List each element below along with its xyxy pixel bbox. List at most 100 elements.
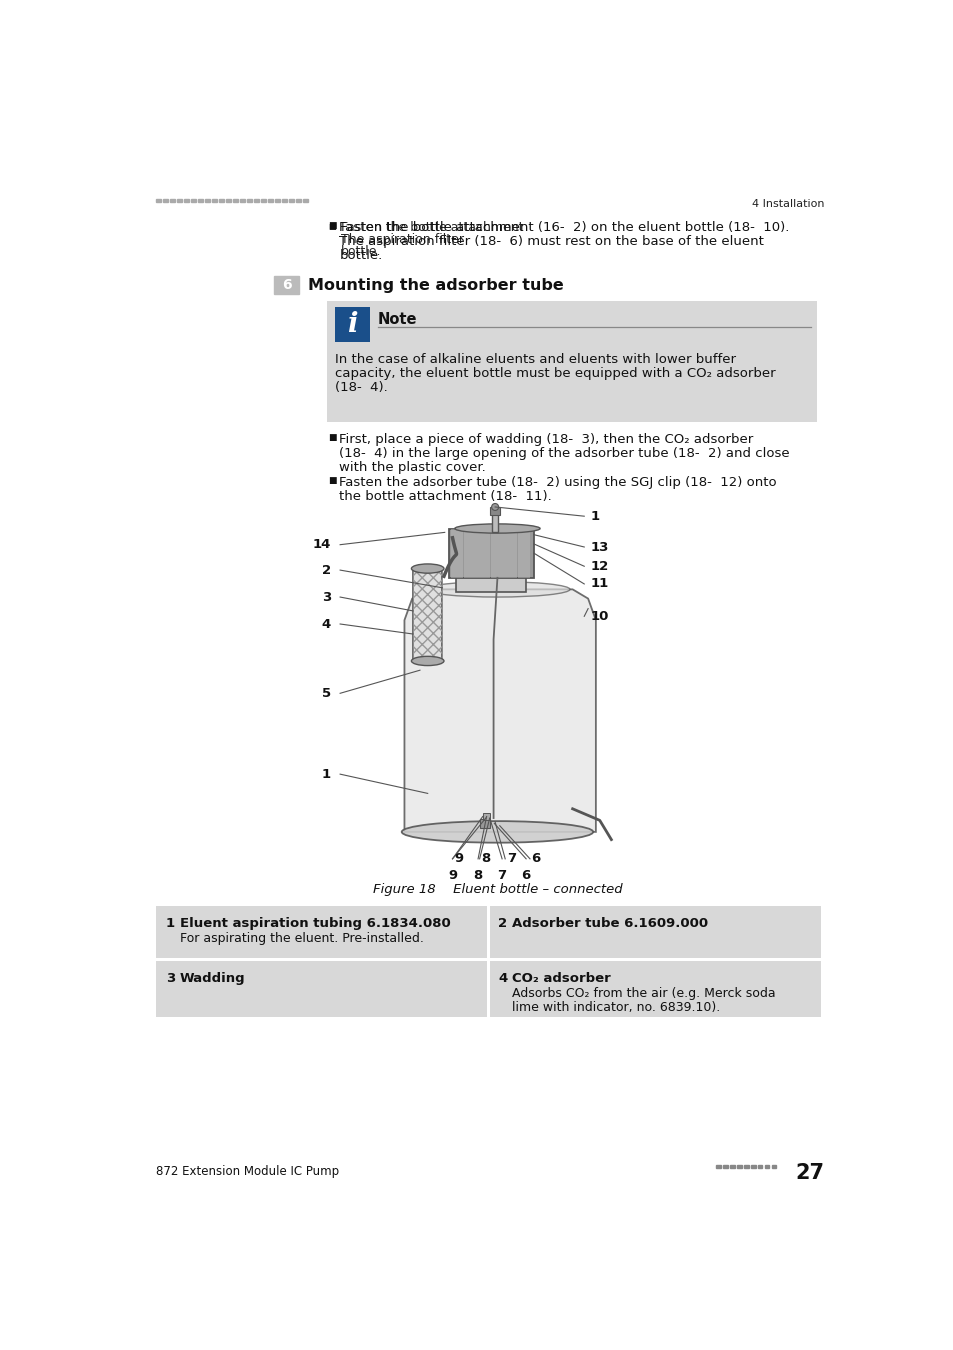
Text: i: i	[347, 310, 357, 338]
Bar	[233, 198, 237, 202]
Text: Note: Note	[377, 312, 417, 327]
Bar	[274, 198, 279, 202]
Text: 8: 8	[480, 852, 490, 865]
Bar	[192, 198, 195, 202]
Bar	[413, 568, 442, 662]
Text: Adsorbs CO₂ from the air (e.g. Merck soda: Adsorbs CO₂ from the air (e.g. Merck sod…	[512, 987, 775, 1000]
Text: (18- 4).: (18- 4).	[335, 381, 387, 394]
Text: 872 Extension Module IC Pump: 872 Extension Module IC Pump	[156, 1165, 339, 1177]
Text: Mounting the adsorber tube: Mounting the adsorber tube	[308, 278, 563, 293]
Bar	[261, 198, 266, 202]
Bar	[282, 198, 286, 202]
Bar	[716, 1165, 720, 1168]
Text: 14: 14	[313, 539, 331, 551]
Text: Figure 18  Eluent bottle – connected: Figure 18 Eluent bottle – connected	[373, 883, 621, 895]
Text: bottle.: bottle.	[339, 248, 382, 262]
Bar	[295, 198, 300, 202]
Text: ■: ■	[328, 477, 336, 485]
Bar	[303, 198, 307, 202]
Text: CO₂ adsorber: CO₂ adsorber	[512, 972, 610, 986]
Text: 13: 13	[590, 540, 608, 553]
Bar	[504, 528, 517, 578]
Bar	[491, 528, 503, 578]
Bar	[451, 528, 463, 578]
Bar	[163, 198, 168, 202]
Ellipse shape	[401, 821, 593, 842]
Text: 7: 7	[506, 852, 516, 865]
Bar	[156, 198, 161, 202]
Text: 1: 1	[321, 768, 331, 780]
Text: First, place a piece of wadding (18- 3), then the CO₂ adsorber: First, place a piece of wadding (18- 3),…	[339, 433, 753, 446]
Bar	[771, 1165, 776, 1168]
Bar	[743, 1165, 748, 1168]
Bar	[226, 198, 231, 202]
Text: 10: 10	[590, 610, 608, 622]
Bar	[736, 1165, 740, 1168]
Text: with the plastic cover.: with the plastic cover.	[339, 460, 486, 474]
Text: 4 Installation: 4 Installation	[751, 198, 823, 209]
Bar	[464, 528, 476, 578]
Text: Adsorber tube 6.1609.000: Adsorber tube 6.1609.000	[512, 917, 707, 930]
Text: 8: 8	[473, 869, 482, 882]
Bar	[156, 906, 487, 958]
Text: 2: 2	[497, 917, 507, 930]
Text: Fasten the bottle attachment: Fasten the bottle attachment	[340, 220, 527, 234]
Text: 9: 9	[454, 852, 463, 865]
Ellipse shape	[491, 504, 498, 510]
Text: For aspirating the eluent. Pre-installed.: For aspirating the eluent. Pre-installed…	[179, 931, 423, 945]
Text: Fasten the bottle attachment (16- 2) on the eluent bottle (18- 10).: Fasten the bottle attachment (16- 2) on …	[339, 221, 789, 235]
Text: 2: 2	[321, 563, 331, 576]
Bar	[274, 275, 298, 294]
Text: ■: ■	[328, 221, 336, 231]
Bar	[212, 198, 216, 202]
Bar	[184, 198, 189, 202]
Text: Fasten the adsorber tube (18- 2) using the SGJ clip (18- 12) onto: Fasten the adsorber tube (18- 2) using t…	[339, 477, 776, 489]
Ellipse shape	[411, 656, 443, 666]
Text: (18- 4) in the large opening of the adsorber tube (18- 2) and close: (18- 4) in the large opening of the adso…	[339, 447, 789, 460]
Text: The aspiration filter: The aspiration filter	[340, 232, 467, 246]
Text: 11: 11	[590, 578, 608, 590]
Bar	[247, 198, 252, 202]
Text: 1: 1	[166, 917, 174, 930]
Text: 9: 9	[448, 869, 456, 882]
Text: Eluent aspiration tubing 6.1834.080: Eluent aspiration tubing 6.1834.080	[179, 917, 450, 930]
Bar	[268, 198, 273, 202]
Text: lime with indicator, no. 6839.10).: lime with indicator, no. 6839.10).	[512, 1000, 720, 1014]
Text: ■: ■	[328, 433, 336, 441]
Bar	[722, 1165, 727, 1168]
Ellipse shape	[455, 524, 539, 533]
Bar	[490, 961, 821, 1017]
Bar	[456, 539, 525, 591]
Bar	[171, 198, 174, 202]
Bar	[490, 508, 499, 514]
Ellipse shape	[411, 564, 443, 574]
Bar	[729, 1165, 734, 1168]
Ellipse shape	[424, 582, 569, 597]
Bar	[289, 198, 294, 202]
Bar	[482, 813, 490, 821]
Text: 1: 1	[590, 510, 598, 522]
Bar	[492, 508, 497, 532]
Bar	[764, 1165, 769, 1168]
Bar	[448, 528, 534, 578]
Text: 7: 7	[497, 869, 506, 882]
Bar	[490, 906, 821, 958]
Text: 3: 3	[166, 972, 174, 986]
Text: In the case of alkaline eluents and eluents with lower buffer: In the case of alkaline eluents and elue…	[335, 352, 735, 366]
Bar	[327, 301, 816, 423]
Bar	[156, 961, 487, 1017]
Bar	[219, 198, 224, 202]
Text: capacity, the eluent bottle must be equipped with a CO₂ adsorber: capacity, the eluent bottle must be equi…	[335, 367, 775, 379]
Bar	[240, 198, 245, 202]
Text: 12: 12	[590, 560, 608, 572]
Text: 3: 3	[321, 590, 331, 603]
Bar	[198, 198, 203, 202]
Text: 27: 27	[795, 1162, 823, 1183]
Bar	[517, 528, 530, 578]
Text: the bottle attachment (18- 11).: the bottle attachment (18- 11).	[339, 490, 552, 504]
Text: 6: 6	[521, 869, 530, 882]
Bar	[476, 528, 489, 578]
Bar	[750, 1165, 755, 1168]
Text: 6: 6	[531, 852, 540, 865]
Text: Wadding: Wadding	[179, 972, 245, 986]
